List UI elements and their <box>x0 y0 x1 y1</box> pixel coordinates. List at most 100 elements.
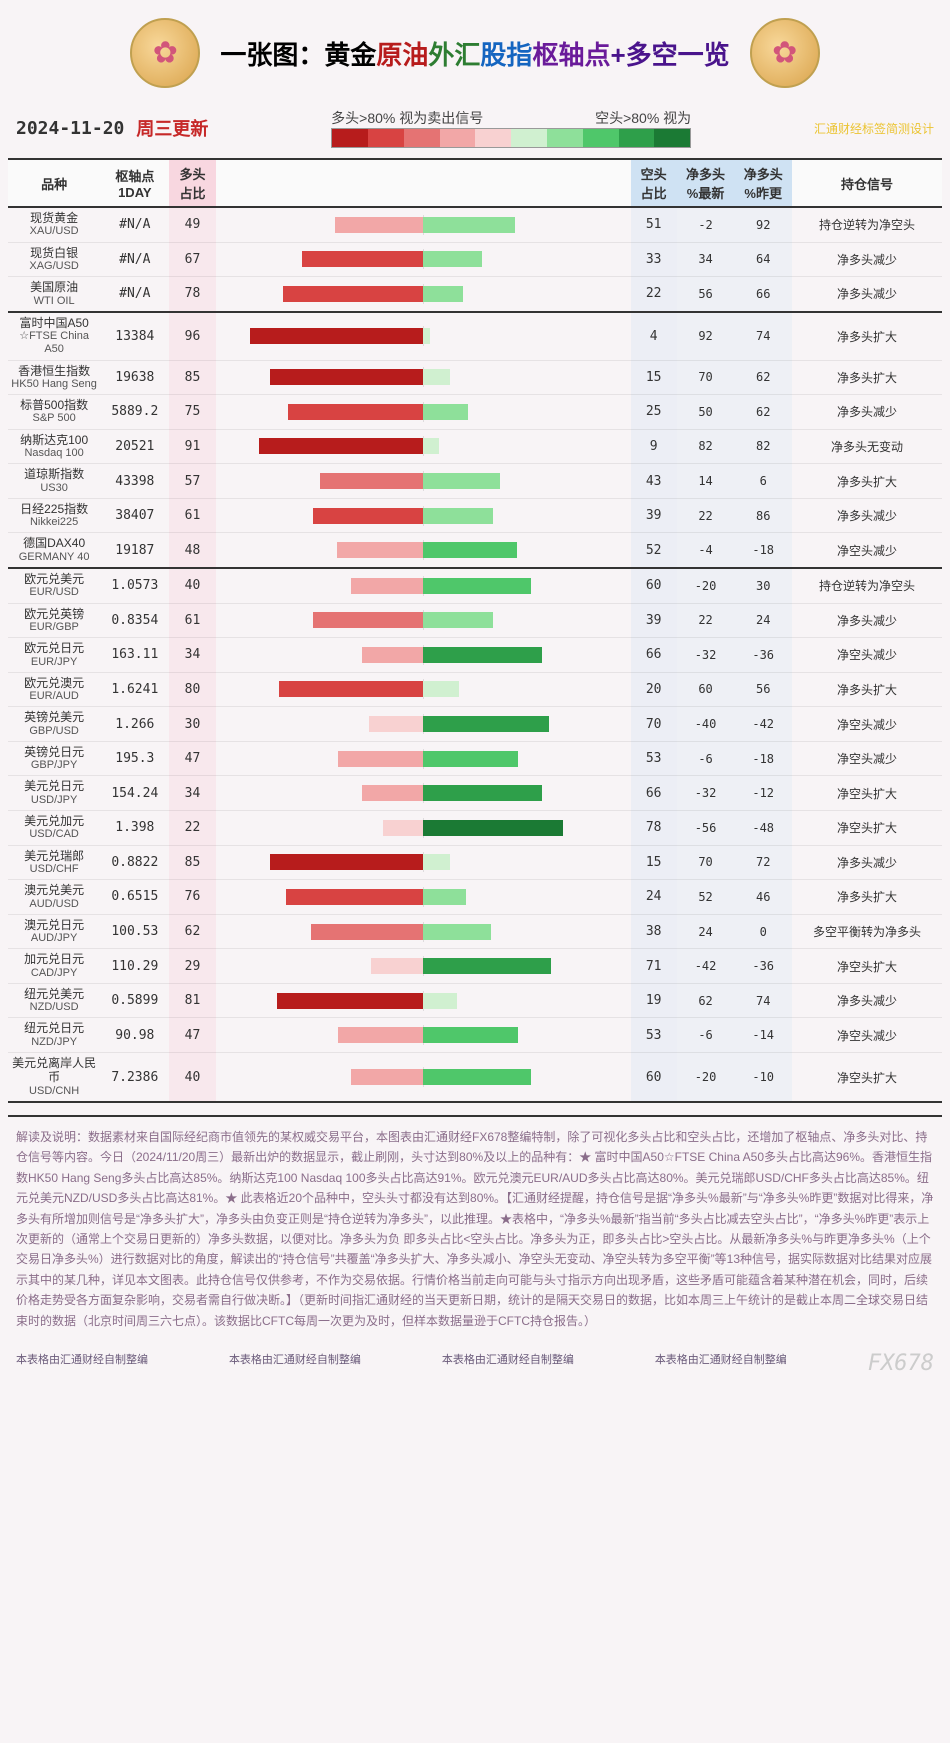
net-prev: 46 <box>734 880 792 915</box>
table-row: 道琼斯指数US30433985743146净多头扩大 <box>8 464 942 499</box>
short-bar <box>423 404 468 420</box>
long-pct: 85 <box>169 845 215 880</box>
net-now: 24 <box>677 914 735 949</box>
pivot-value: #N/A <box>100 207 169 242</box>
instrument-name: 英镑兑日元GBP/JPY <box>8 741 100 776</box>
instrument-name: 纳斯达克100Nasdaq 100 <box>8 429 100 464</box>
long-pct: 78 <box>169 277 215 312</box>
net-prev: -18 <box>734 741 792 776</box>
instrument-name: 加元兑日元CAD/JPY <box>8 949 100 984</box>
net-prev: 86 <box>734 498 792 533</box>
watermark-1: 本表格由汇通财经自制整编 <box>16 1351 148 1376</box>
long-bar <box>351 578 423 594</box>
long-bar <box>270 369 423 385</box>
short-bar <box>423 993 457 1009</box>
short-bar <box>423 286 463 302</box>
long-bar <box>259 438 423 454</box>
net-prev: -48 <box>734 811 792 846</box>
bar-cell <box>216 498 631 533</box>
net-prev: 30 <box>734 568 792 603</box>
col-net-now: 净多头 %最新 <box>677 159 735 207</box>
long-pct: 34 <box>169 638 215 673</box>
table-row: 美国原油WTI OIL#N/A78225666净多头减少 <box>8 277 942 312</box>
net-prev: 92 <box>734 207 792 242</box>
short-pct: 60 <box>631 568 677 603</box>
watermark-top: 汇通财经标签简测设计 <box>814 120 934 137</box>
title-p2: 原油 <box>376 40 428 70</box>
bar-cell <box>216 207 631 242</box>
pivot-value: #N/A <box>100 277 169 312</box>
net-prev: -18 <box>734 533 792 568</box>
bar-cell <box>216 277 631 312</box>
scale-cell <box>368 129 404 147</box>
short-pct: 52 <box>631 533 677 568</box>
pivot-value: 100.53 <box>100 914 169 949</box>
long-pct: 40 <box>169 1053 215 1102</box>
col-bar <box>216 159 631 207</box>
table-head: 品种 枢轴点 1DAY 多头 占比 空头 占比 净多头 %最新 净多头 %昨更 … <box>8 159 942 207</box>
scale-cell <box>475 129 511 147</box>
pivot-value: 90.98 <box>100 1018 169 1053</box>
short-pct: 71 <box>631 949 677 984</box>
pivot-value: 1.398 <box>100 811 169 846</box>
instrument-name: 美元兑日元USD/JPY <box>8 776 100 811</box>
long-pct: 96 <box>169 312 215 360</box>
net-prev: 64 <box>734 242 792 277</box>
pivot-value: 1.266 <box>100 707 169 742</box>
long-pct: 76 <box>169 880 215 915</box>
pivot-value: 7.2386 <box>100 1053 169 1102</box>
signal-text: 净空头减少 <box>792 533 942 568</box>
pivot-value: 0.5899 <box>100 983 169 1018</box>
table-row: 标普500指数S&P 5005889.275255062净多头减少 <box>8 395 942 430</box>
emblem-right <box>750 18 820 88</box>
scale-cell <box>511 129 547 147</box>
bar-cell <box>216 395 631 430</box>
short-bar <box>423 924 491 940</box>
instrument-name: 德国DAX40GERMANY 40 <box>8 533 100 568</box>
long-bar <box>338 751 423 767</box>
long-pct: 67 <box>169 242 215 277</box>
watermark-2: 本表格由汇通财经自制整编 <box>229 1351 361 1376</box>
net-now: -6 <box>677 1018 735 1053</box>
pivot-value: 154.24 <box>100 776 169 811</box>
short-pct: 43 <box>631 464 677 499</box>
instrument-name: 现货白银XAG/USD <box>8 242 100 277</box>
bar-cell <box>216 880 631 915</box>
short-bar <box>423 508 493 524</box>
short-pct: 66 <box>631 776 677 811</box>
pivot-value: 163.11 <box>100 638 169 673</box>
page-root: 一张图：黄金原油外汇股指枢轴点+多空一览 2024-11-20 周三更新 多头>… <box>0 0 950 1394</box>
net-now: 82 <box>677 429 735 464</box>
net-now: -32 <box>677 638 735 673</box>
scale-cell <box>440 129 476 147</box>
title-prefix: 一张图： <box>220 40 324 70</box>
table-row: 欧元兑英镑EUR/GBP0.835461392224净多头减少 <box>8 603 942 638</box>
short-bar <box>423 647 542 663</box>
scale-cell <box>583 129 619 147</box>
short-bar <box>423 958 551 974</box>
signal-text: 净多头扩大 <box>792 360 942 395</box>
table-row: 澳元兑美元AUD/USD0.651576245246净多头扩大 <box>8 880 942 915</box>
long-pct: 91 <box>169 429 215 464</box>
long-bar <box>362 647 423 663</box>
long-bar <box>286 889 423 905</box>
signal-text: 净多头无变动 <box>792 429 942 464</box>
bar-cell <box>216 914 631 949</box>
long-pct: 61 <box>169 603 215 638</box>
bar-cell <box>216 242 631 277</box>
col-pivot: 枢轴点 1DAY <box>100 159 169 207</box>
net-now: 22 <box>677 603 735 638</box>
scale-cell <box>332 129 368 147</box>
bar-cell <box>216 672 631 707</box>
table-row: 纽元兑美元NZD/USD0.589981196274净多头减少 <box>8 983 942 1018</box>
footer-watermarks: 本表格由汇通财经自制整编 本表格由汇通财经自制整编 本表格由汇通财经自制整编 本… <box>8 1341 942 1386</box>
long-bar <box>369 716 423 732</box>
signal-text: 持仓逆转为净空头 <box>792 568 942 603</box>
data-table: 品种 枢轴点 1DAY 多头 占比 空头 占比 净多头 %最新 净多头 %昨更 … <box>8 158 942 1103</box>
date-label: 2024-11-20 <box>16 118 124 139</box>
signal-text: 净空头减少 <box>792 638 942 673</box>
long-bar <box>270 854 423 870</box>
instrument-name: 日经225指数Nikkei225 <box>8 498 100 533</box>
table-row: 英镑兑日元GBP/JPY195.34753-6-18净空头减少 <box>8 741 942 776</box>
bar-cell <box>216 845 631 880</box>
